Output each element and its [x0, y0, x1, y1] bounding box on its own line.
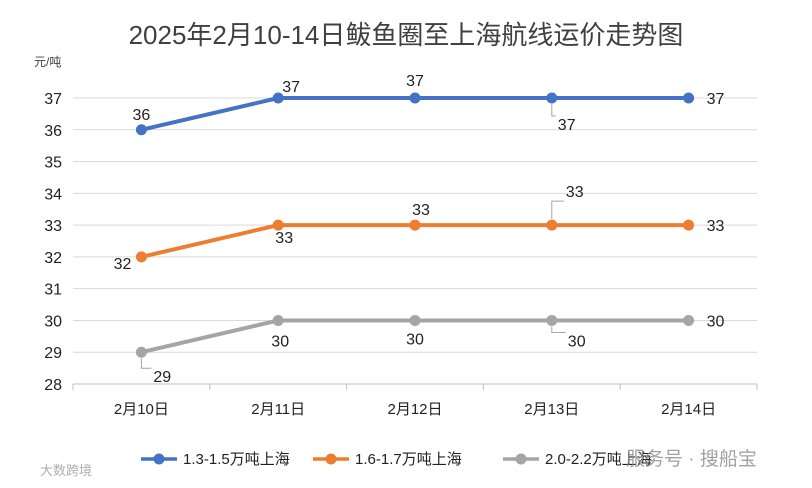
- y-axis-ticks: 28 29 30 31 32 33 34 35 36 37: [44, 91, 62, 394]
- series-3-point-4: [546, 314, 558, 326]
- series-3-point-1: [135, 346, 147, 358]
- x-tick-label-1: 2月10日: [114, 401, 169, 418]
- series-2-point-5: [683, 219, 695, 231]
- y-tick-label-32: 32: [44, 250, 62, 267]
- series-1-data-label-4: 37: [558, 117, 576, 134]
- y-tick-label-34: 34: [44, 186, 62, 203]
- data-label-leader: [551, 200, 564, 220]
- legend-label-2: 1.6-1.7万吨上海: [355, 451, 462, 468]
- series-1-point-3: [409, 92, 421, 104]
- series-2-data-label-5: 33: [707, 218, 725, 235]
- series-2-point-2: [272, 219, 284, 231]
- x-tick-label-2: 2月11日: [251, 401, 305, 418]
- series-1-data-label-3: 37: [406, 73, 424, 90]
- y-axis-unit-label: 元/吨: [34, 55, 61, 69]
- series-layer: 36 37 37 37 37 32 33 33 33 33 29 30 30 30 30: [114, 73, 725, 386]
- y-tick-label-37: 37: [44, 91, 62, 108]
- watermark-right: 服务号 · 搜船宝: [626, 448, 757, 470]
- y-tick-label-33: 33: [44, 218, 62, 235]
- series-3-point-3: [409, 314, 421, 326]
- series-2-data-label-4: 33: [566, 184, 584, 201]
- series-2-point-4: [546, 219, 558, 231]
- legend-marker-1: [153, 453, 165, 465]
- x-tick-label-4: 2月13日: [524, 401, 579, 418]
- data-label-leader: [551, 326, 566, 333]
- series-1-data-label-1: 36: [133, 107, 151, 124]
- y-tick-label-28: 28: [44, 377, 62, 394]
- y-tick-label-36: 36: [44, 123, 62, 140]
- series-2-data-label-3: 33: [412, 202, 430, 219]
- series-2-data-label-2: 33: [275, 230, 293, 247]
- legend-marker-3: [515, 453, 527, 465]
- data-label-leader: [551, 104, 556, 117]
- series-3-point-5: [683, 314, 695, 326]
- legend: 1.3-1.5万吨上海 1.6-1.7万吨上海 2.0-2.2万吨上海: [141, 451, 652, 468]
- series-2-point-3: [409, 219, 421, 231]
- x-tick-label-5: 2月14日: [661, 401, 716, 418]
- series-1-point-5: [683, 92, 695, 104]
- series-3-data-label-3: 30: [406, 331, 424, 348]
- series-1-data-label-2: 37: [282, 79, 300, 96]
- series-2: 32 33 33 33 33: [114, 184, 725, 273]
- series-1-data-label-5: 37: [707, 91, 725, 108]
- legend-label-3: 2.0-2.2万吨上海: [545, 451, 652, 468]
- series-3-point-2: [272, 314, 284, 326]
- series-1: 36 37 37 37 37: [133, 73, 725, 136]
- legend-marker-2: [325, 453, 337, 465]
- series-2-point-1: [135, 251, 147, 263]
- series-3-data-label-4: 30: [568, 333, 586, 350]
- y-tick-label-29: 29: [44, 345, 62, 362]
- series-3: 29 30 30 30 30: [135, 313, 725, 386]
- series-1-point-1: [135, 124, 147, 136]
- y-tick-label-30: 30: [44, 313, 62, 330]
- x-axis: 2月10日 2月11日 2月12日 2月13日 2月14日: [72, 384, 758, 418]
- series-3-data-label-5: 30: [707, 313, 725, 330]
- legend-label-1: 1.3-1.5万吨上海: [183, 451, 290, 468]
- series-1-point-4: [546, 92, 558, 104]
- x-tick-label-3: 2月12日: [387, 401, 442, 418]
- chart-title: 2025年2月10-14日鲅鱼圈至上海航线运价走势图: [129, 20, 684, 50]
- series-3-data-label-2: 30: [271, 333, 289, 350]
- watermark-left: 大数跨境: [40, 463, 92, 478]
- series-1-point-2: [272, 92, 284, 104]
- series-3-data-label-1: 29: [153, 369, 171, 386]
- y-tick-label-31: 31: [44, 282, 62, 299]
- y-tick-label-35: 35: [44, 155, 62, 172]
- series-2-data-label-1: 32: [114, 256, 132, 273]
- data-label-leader: [140, 358, 152, 369]
